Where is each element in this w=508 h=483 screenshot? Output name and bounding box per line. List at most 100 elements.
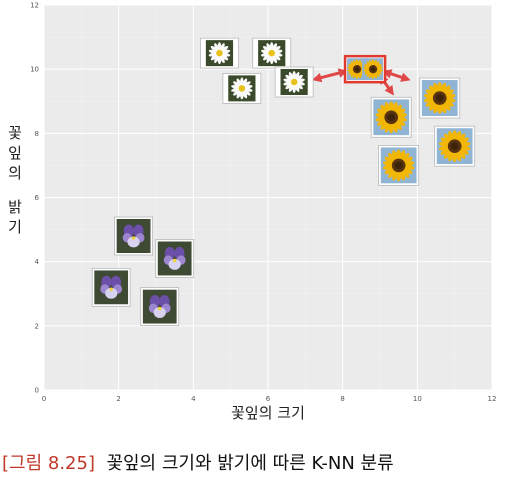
daisy-petal	[266, 54, 272, 64]
sunflower-core	[394, 161, 403, 170]
x-tick-label: 10	[413, 395, 422, 403]
y-tick-label: 12	[30, 2, 39, 10]
y-axis-label-char: 잎	[8, 144, 22, 162]
photo-content	[157, 241, 192, 276]
daisy-center	[238, 85, 246, 92]
photo-background	[94, 270, 129, 305]
daisy-petal	[262, 45, 271, 53]
violet-point	[140, 287, 180, 326]
daisy-petal	[285, 82, 294, 90]
photo-content	[142, 289, 177, 324]
violet-center	[131, 236, 136, 240]
daisy-point	[200, 37, 239, 69]
y-axis-label-char: 밝	[8, 198, 22, 216]
query-photo-content	[347, 58, 384, 81]
violet-center	[172, 258, 177, 263]
photo-background	[116, 219, 151, 253]
daisy-petal	[271, 43, 278, 53]
daisy-petal	[262, 53, 271, 61]
photo-content	[380, 147, 417, 184]
photo-background	[142, 289, 177, 324]
daisy-petal	[233, 81, 242, 88]
daisy-petal	[214, 54, 220, 64]
daisy-petal	[266, 43, 272, 53]
y-tick-label: 6	[35, 194, 40, 202]
daisy-point	[252, 37, 292, 69]
y-tick-label: 4	[35, 258, 40, 266]
sunflower-point	[434, 125, 476, 167]
violet-center	[158, 306, 162, 311]
y-axis-label-char: 꽃	[8, 124, 22, 142]
daisy-center	[290, 78, 298, 86]
daisy-petal	[214, 43, 220, 53]
sunflower-point	[370, 96, 412, 138]
flower-points	[91, 37, 476, 326]
daisy-point	[222, 73, 262, 104]
sunflower-core	[387, 113, 396, 122]
photo-content	[116, 219, 151, 253]
daisy-petal	[236, 89, 242, 99]
violet-petal	[153, 307, 166, 318]
photo-content	[421, 80, 458, 117]
y-tick-label: 0	[35, 387, 39, 395]
photo-content	[94, 270, 129, 305]
photo-content	[258, 40, 286, 67]
y-axis-label-char: 기	[8, 218, 22, 236]
daisy-petal	[294, 82, 303, 90]
photo-content	[373, 99, 410, 136]
photo-content	[436, 128, 473, 165]
knn-arrow	[311, 68, 349, 83]
violet-petal	[127, 236, 140, 248]
y-tick-label: 10	[30, 66, 39, 74]
photo-background	[157, 241, 192, 276]
daisy-petal	[288, 83, 295, 92]
daisy-petal	[210, 53, 219, 61]
sunflower-core	[450, 142, 459, 151]
daisy-petal	[241, 78, 248, 88]
daisy-petal	[220, 53, 229, 61]
daisy-petal	[236, 78, 242, 88]
photo-content	[228, 75, 256, 102]
sunflower-core	[435, 94, 444, 103]
photo-content	[205, 40, 234, 67]
violet-point	[155, 239, 195, 278]
x-tick-label: 0	[42, 395, 46, 403]
query-sunflower-point	[343, 54, 387, 84]
daisy-petal	[272, 45, 281, 53]
y-axis-label-char: 의	[8, 164, 22, 182]
photo-content	[280, 69, 308, 95]
x-tick-label: 4	[191, 395, 196, 403]
violet-point	[114, 216, 153, 256]
sunflower-point	[419, 77, 461, 119]
violet-petal	[168, 258, 181, 270]
daisy-center	[268, 49, 275, 57]
violet-point	[91, 267, 131, 307]
x-axis-label: 꽃잎의 크기	[231, 404, 305, 422]
caption-text: 꽃잎의 크기와 밝기에 따른 K-NN 분류	[106, 453, 394, 474]
violet-center	[109, 287, 113, 292]
x-tick-label: 6	[266, 395, 271, 403]
knn-arrow	[381, 69, 411, 82]
daisy-petal	[294, 74, 303, 82]
daisy-point	[274, 66, 314, 98]
daisy-petal	[242, 88, 251, 96]
daisy-petal	[272, 53, 281, 61]
violet-petal	[105, 287, 118, 299]
sunflower-core	[370, 66, 376, 72]
daisy-petal	[210, 45, 219, 53]
x-tick-label: 2	[116, 395, 120, 403]
daisy-petal	[285, 74, 294, 82]
daisy-petal	[242, 81, 251, 88]
daisy-petal	[233, 88, 242, 96]
x-tick-label: 12	[488, 395, 497, 403]
y-tick-label: 2	[35, 322, 39, 330]
daisy-petal	[288, 72, 295, 81]
x-tick-label: 8	[340, 395, 344, 403]
tick-labels: 0 2 4 6 8 10 12 0 2 4 6 8 10 12	[30, 2, 496, 404]
daisy-petal	[219, 43, 225, 53]
sunflower-point	[378, 145, 420, 186]
y-tick-label: 8	[35, 130, 39, 138]
daisy-petal	[220, 45, 229, 53]
